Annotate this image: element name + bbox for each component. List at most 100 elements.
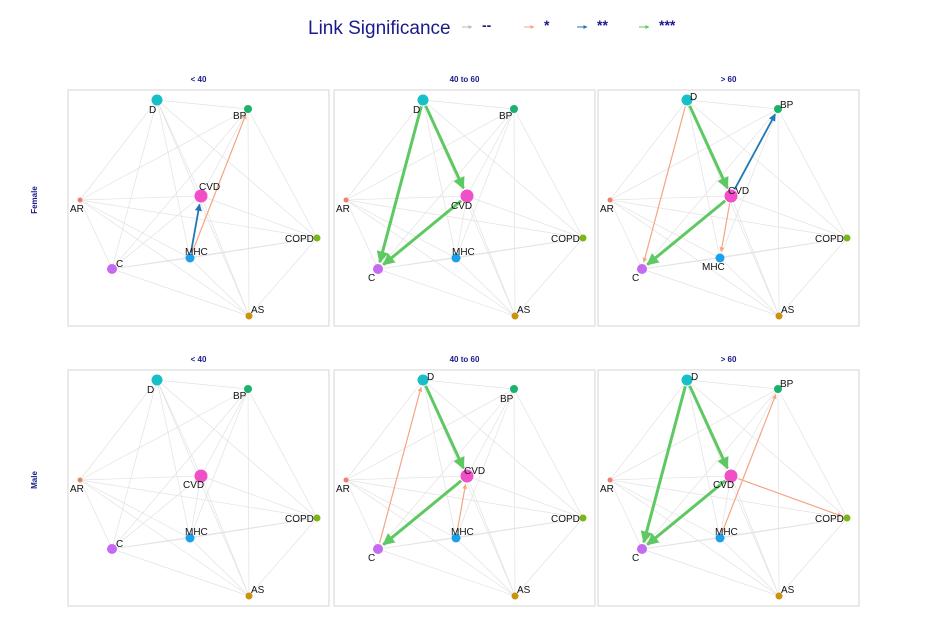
- node-label-d: D: [147, 385, 154, 396]
- edge-BP-CVD: [730, 388, 779, 477]
- node-mhc: [715, 253, 725, 263]
- edge-COPD-AS: [778, 237, 848, 317]
- edge-BP-AS: [513, 388, 516, 597]
- node-label-c: C: [368, 553, 375, 564]
- edge-D-COPD: [422, 99, 584, 239]
- edge-MHC-AS: [189, 257, 250, 317]
- edge-CVD-AS: [466, 195, 516, 317]
- nodes: D BP AR CVD COPD C MHC AS: [70, 94, 321, 320]
- edge-CVD-COPD: [730, 195, 848, 239]
- edge-C-MHC: [111, 257, 191, 270]
- edge-BP-AS: [247, 108, 250, 317]
- edge-AR-C: [345, 479, 379, 550]
- edge-D-CVD-significant: [688, 385, 729, 470]
- panel-male-0: < 40 D BP AR CVD COPD C MHC AS: [67, 355, 330, 607]
- edge-C-AS: [111, 548, 250, 597]
- edge-C-MHC: [641, 537, 721, 550]
- edge-C-MHC: [377, 257, 457, 270]
- node-copd: [843, 234, 851, 242]
- edge-AR-C: [609, 479, 643, 550]
- edges: [345, 379, 584, 597]
- edge-CVD-AS: [466, 475, 516, 597]
- nodes: D BP AR CVD COPD C MHC AS: [336, 372, 587, 600]
- node-mhc: [451, 533, 461, 543]
- edge-D-CVD-significant: [688, 105, 729, 190]
- edge-D-MHC: [156, 379, 191, 539]
- node-label-d: D: [149, 105, 156, 116]
- edge-D-COPD: [156, 99, 318, 239]
- node-ar: [607, 197, 613, 203]
- panel-title: > 60: [721, 355, 737, 364]
- edge-CVD-AS: [730, 475, 780, 597]
- edge-MHC-AS: [189, 537, 250, 597]
- edge-CVD-C-significant: [646, 199, 727, 266]
- node-c: [373, 544, 383, 554]
- node-d: [681, 94, 693, 106]
- edge-AR-AS: [79, 199, 250, 317]
- node-d: [151, 94, 163, 106]
- panel-title: < 40: [191, 75, 207, 84]
- node-label-bp: BP: [233, 391, 247, 402]
- panel-title: < 40: [191, 355, 207, 364]
- node-as: [511, 592, 519, 600]
- edge-D-BP: [156, 99, 249, 110]
- edge-BP-C: [377, 388, 515, 550]
- edge-COPD-AS: [248, 517, 318, 597]
- edge-COPD-MHC: [719, 237, 848, 259]
- node-label-bp: BP: [499, 111, 513, 122]
- legend-item: *: [524, 17, 550, 33]
- edge-BP-MHC: [455, 108, 515, 259]
- node-label-ar: AR: [600, 484, 614, 495]
- node-as: [511, 312, 519, 320]
- panel-frame: [597, 369, 860, 607]
- node-label-cvd: CVD: [199, 182, 220, 193]
- legend-item: --: [462, 17, 492, 33]
- edge-D-AR: [79, 99, 158, 201]
- node-bp: [244, 385, 252, 393]
- node-label-ar: AR: [70, 204, 84, 215]
- edge-COPD-AS: [514, 237, 584, 317]
- edge-BP-CVD: [466, 388, 515, 477]
- edge-CVD-COPD: [200, 475, 318, 519]
- edge-CVD-COPD: [466, 195, 584, 239]
- node-label-cvd: CVD: [464, 466, 485, 477]
- node-cvd: [194, 469, 208, 483]
- node-cvd: [460, 469, 474, 483]
- node-d: [151, 374, 163, 386]
- edge-D-AR: [609, 99, 688, 201]
- edge-D-COPD: [686, 99, 848, 239]
- node-label-cvd: CVD: [451, 201, 472, 212]
- node-label-copd: COPD: [815, 234, 844, 245]
- edge-BP-AS: [513, 108, 516, 317]
- node-label-mhc: MHC: [702, 262, 725, 273]
- edge-CVD-AS: [200, 195, 250, 317]
- nodes: D BP AR CVD COPD C MHC AS: [336, 94, 587, 320]
- node-label-c: C: [368, 273, 375, 284]
- edge-CVD-MHC: [455, 195, 468, 259]
- node-ar: [607, 477, 613, 483]
- edge-AR-CVD: [79, 195, 202, 201]
- edge-CVD-COPD-significant: [737, 477, 843, 517]
- edge-BP-AR: [609, 388, 779, 481]
- node-label-copd: COPD: [551, 234, 580, 245]
- node-d: [417, 94, 429, 106]
- edge-C-MHC: [641, 257, 721, 270]
- edge-D-AR: [345, 379, 424, 481]
- edges: [79, 99, 318, 317]
- edge-CVD-MHC-significant: [719, 203, 731, 253]
- edge-COPD-AS: [778, 517, 848, 597]
- node-mhc: [451, 253, 461, 263]
- row-labels: Female Male: [30, 186, 39, 489]
- node-label-as: AS: [251, 585, 265, 596]
- node-label-bp: BP: [780, 100, 794, 111]
- node-copd: [313, 514, 321, 522]
- node-ar: [343, 477, 349, 483]
- edge-BP-C: [377, 108, 515, 270]
- node-bp: [510, 105, 518, 113]
- edge-D-C-significant: [642, 106, 686, 263]
- edge-BP-AS: [777, 388, 780, 597]
- node-cvd: [724, 469, 738, 483]
- edge-CVD-AS: [200, 475, 250, 597]
- edge-COPD-MHC: [455, 517, 584, 539]
